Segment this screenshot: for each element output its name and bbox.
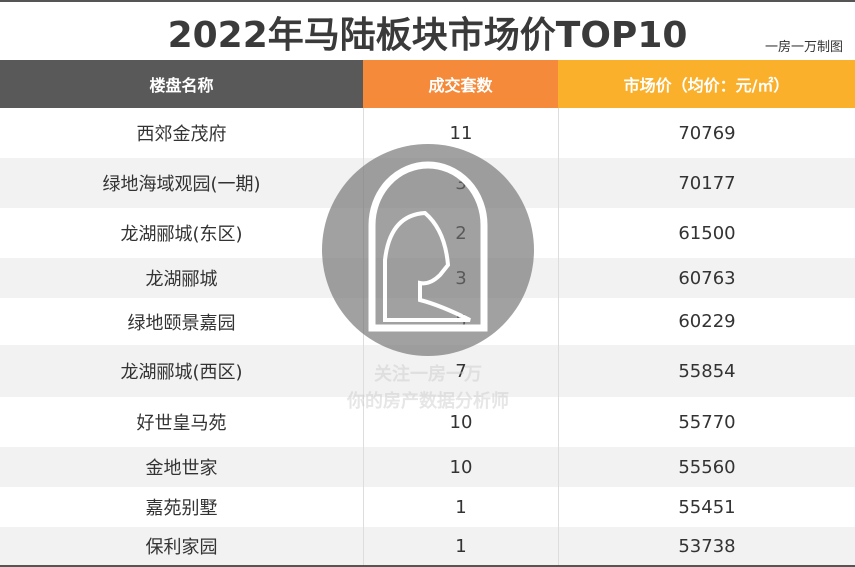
table-row: 西郊金茂府 11 70769 [0,108,855,158]
table-cell: 10 [363,447,558,487]
table-cell: 绿地海域观园(一期) [102,174,261,195]
column-header: 成交套数 [363,60,558,108]
table-cell: 3 [363,258,558,298]
table-cell: 11 [363,108,558,158]
table-cell: 好世皇马苑 [136,413,227,434]
top-border [0,0,855,2]
table-cell: 2 [363,208,558,258]
title: 2022年马陆板块市场价TOP10 [167,15,688,56]
table-row: 龙湖郦城 3 60763 [0,258,855,298]
column-header: 楼盘名称 [0,60,363,108]
table-row: 绿地海域观园(一期) 3 70177 [0,158,855,208]
column-header: 市场价（均价：元/㎡） [558,60,855,108]
table-cell: 绿地颐景嘉园 [127,312,236,334]
table-cell: 龙湖郦城(东区) [120,224,243,245]
table-cell: 53738 [558,527,855,565]
table-cell: 3 [363,158,558,208]
header-row: 楼盘名称 成交套数 市场价（均价：元/㎡） [0,60,855,108]
table-cell: 60229 [558,298,855,345]
table-cell: 10 [363,397,558,447]
table-row: 龙湖郦城(东区) 2 61500 [0,208,855,258]
table-cell: 55451 [558,487,855,527]
table-row: 龙湖郦城(西区) 7 55854 [0,345,855,397]
table-cell: 西郊金茂府 [136,124,227,145]
table-cell: 7 [363,345,558,397]
table-cell: 龙湖郦城 [145,269,218,290]
table-cell: 龙湖郦城(西区) [120,362,243,383]
table-row: 好世皇马苑 10 55770 [0,397,855,447]
table-cell: 55770 [558,397,855,447]
table-cell: 70769 [558,108,855,158]
table: 楼盘名称 成交套数 市场价（均价：元/㎡） 西郊金茂府 11 70769 绿地海域观园(一期… [0,60,855,567]
table-cell: 60763 [558,258,855,298]
table-row: 金地世家 10 55560 [0,447,855,487]
table-cell: 1 [363,487,558,527]
table-cell: 1 [363,527,558,565]
table-cell: 保利家园 [145,537,218,558]
table-row: 保利家园 1 53738 [0,527,855,565]
table-cell: 61500 [558,208,855,258]
table-cell: 5 [363,298,558,345]
credit: 一房一万制图 [764,40,843,55]
table-cell: 55854 [558,345,855,397]
table-cell: 嘉苑别墅 [145,498,218,519]
table-row: 嘉苑别墅 1 55451 [0,487,855,527]
table-cell: 70177 [558,158,855,208]
table-cell: 55560 [558,447,855,487]
table-row: 绿地颐景嘉园 5 60229 [0,298,855,345]
table-cell: 金地世家 [145,458,218,479]
